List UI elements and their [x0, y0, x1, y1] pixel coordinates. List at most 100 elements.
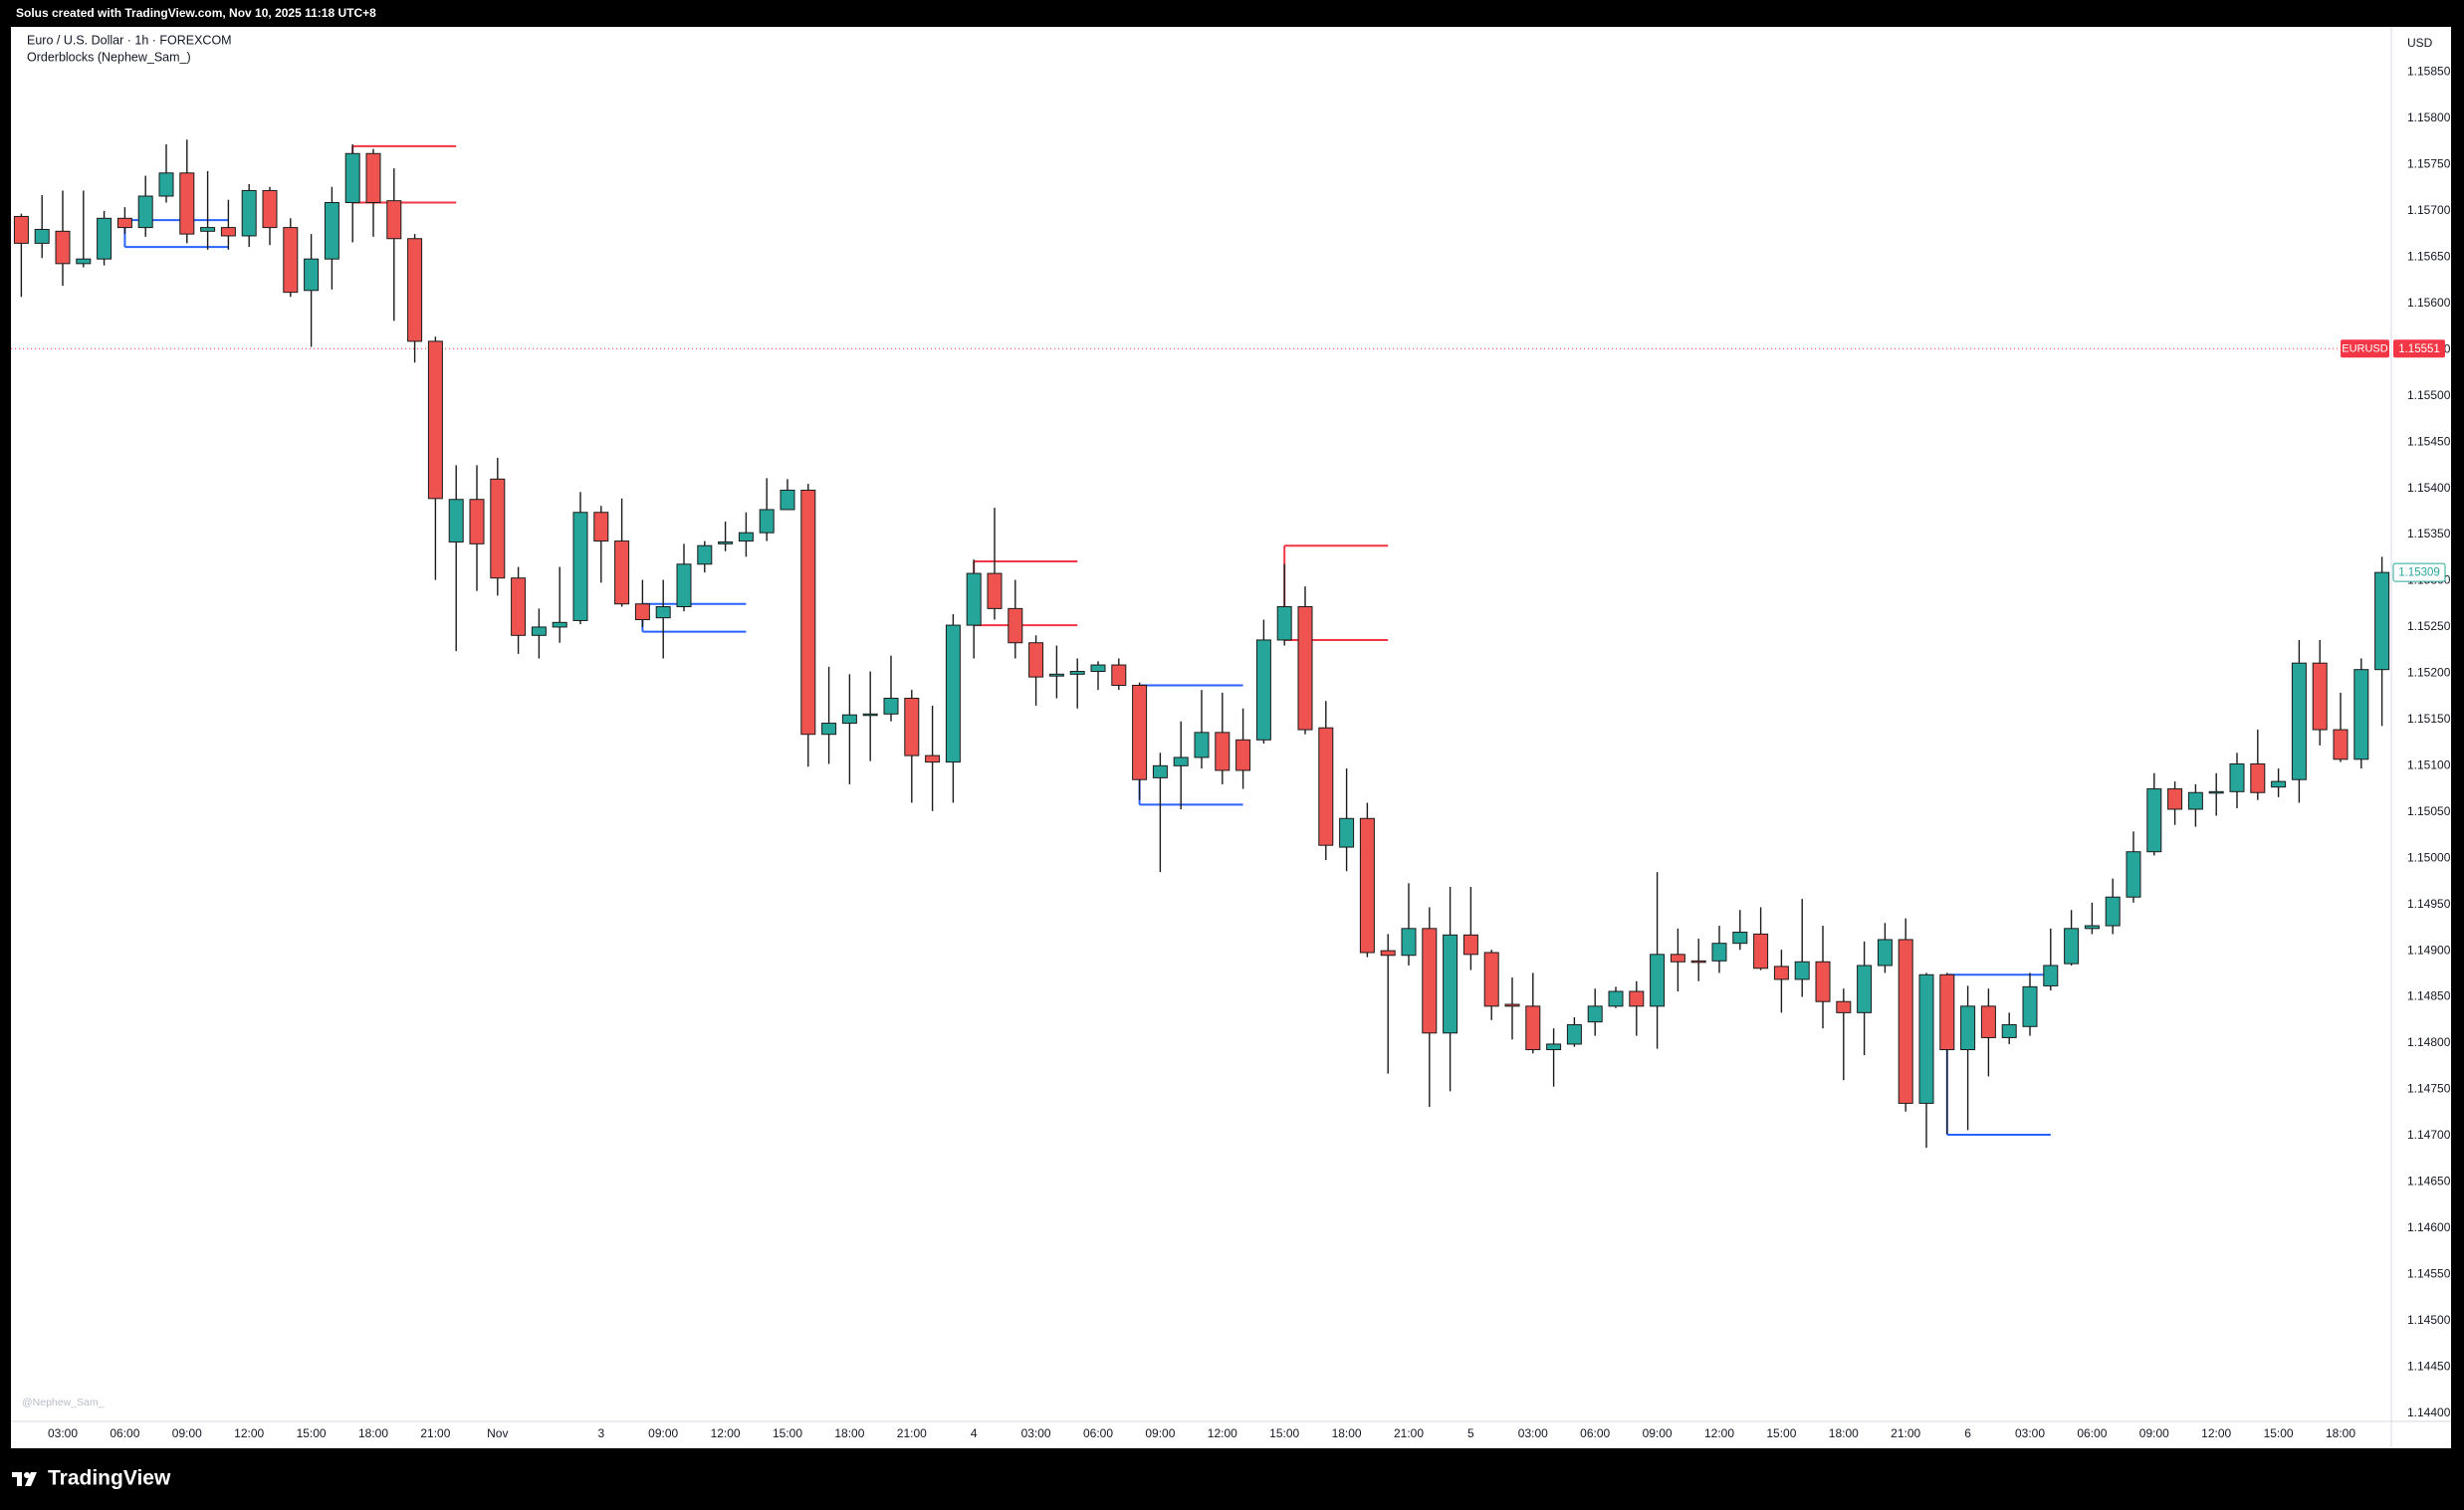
candle-body	[800, 489, 816, 736]
x-tick-label: 12:00	[711, 1426, 741, 1440]
x-tick-label: 3	[597, 1426, 604, 1440]
x-tick-label: 06:00	[1580, 1426, 1610, 1440]
y-tick-label: 1.14700	[2407, 1128, 2451, 1142]
x-tick-label: 09:00	[1145, 1426, 1175, 1440]
x-tick-label: 18:00	[2326, 1426, 2355, 1440]
x-tick-label: 06:00	[1083, 1426, 1113, 1440]
x-tick-label: 03:00	[1021, 1426, 1051, 1440]
candle-body	[655, 606, 671, 619]
x-tick-label: 12:00	[234, 1426, 264, 1440]
candle-body	[697, 544, 713, 565]
candle-body	[1960, 1005, 1976, 1051]
y-tick-label: 1.14400	[2407, 1405, 2451, 1419]
currency-label: USD	[2407, 36, 2433, 50]
candle-body	[324, 202, 339, 260]
y-tick-label: 1.14650	[2407, 1175, 2451, 1188]
candle-body	[1629, 990, 1645, 1007]
candle-body	[137, 195, 153, 229]
watermark: @Nephew_Sam_	[22, 1397, 105, 1408]
candle-body	[1422, 928, 1438, 1034]
x-tick-label: 5	[1467, 1426, 1474, 1440]
x-tick-label: 15:00	[2264, 1426, 2294, 1440]
candle-body	[1443, 934, 1458, 1034]
candle-body	[304, 258, 320, 292]
y-tick-label: 1.15700	[2407, 203, 2451, 217]
y-tick-label: 1.14800	[2407, 1035, 2451, 1049]
candle-body	[883, 697, 899, 715]
x-tick-label: 21:00	[420, 1426, 450, 1440]
candle-body	[344, 152, 360, 204]
candle-body	[1877, 939, 1893, 967]
candle-body	[1111, 664, 1127, 686]
x-tick-label: 06:00	[110, 1426, 139, 1440]
candle-body	[1380, 950, 1396, 957]
x-tick-label: 12:00	[1704, 1426, 1734, 1440]
candle-body	[780, 489, 795, 511]
candle-body	[1650, 954, 1666, 1007]
candle-body	[116, 217, 132, 229]
y-tick-label: 1.14750	[2407, 1082, 2451, 1096]
candle-body	[34, 228, 50, 244]
x-tick-label: 09:00	[2139, 1426, 2169, 1440]
candle-body	[1276, 606, 1292, 641]
candle-body	[614, 540, 630, 605]
candle-body	[1152, 764, 1168, 778]
candle-body	[945, 624, 961, 763]
candle-body	[1401, 928, 1417, 957]
x-tick-label: 09:00	[172, 1426, 202, 1440]
candle-body	[738, 532, 754, 542]
candle-body	[1753, 933, 1769, 970]
candle-body	[2271, 780, 2287, 788]
candle-body	[572, 512, 588, 621]
y-tick-label: 1.14600	[2407, 1220, 2451, 1234]
x-tick-label: 18:00	[834, 1426, 864, 1440]
candle-body	[1732, 932, 1748, 945]
x-tick-label: 12:00	[2201, 1426, 2231, 1440]
marker-price-label-bg	[2392, 562, 2446, 582]
candle-body	[676, 563, 692, 608]
y-tick-label: 1.15250	[2407, 619, 2451, 633]
brand: TradingView	[48, 1467, 171, 1490]
candle-body	[1173, 756, 1189, 766]
x-tick-label: 03:00	[48, 1426, 78, 1440]
x-tick-label: 15:00	[1269, 1426, 1299, 1440]
candle-body	[1235, 739, 1251, 771]
x-tick-label: 21:00	[1394, 1426, 1424, 1440]
candle-body	[76, 258, 92, 265]
x-tick-label: 18:00	[1829, 1426, 1859, 1440]
x-tick-label: 09:00	[1643, 1426, 1673, 1440]
candle-body	[2208, 790, 2224, 794]
candle-body	[2105, 896, 2121, 927]
last-price-label-bg	[2393, 339, 2445, 358]
candle-body	[1898, 939, 1913, 1104]
y-tick-label: 1.14450	[2407, 1359, 2451, 1373]
x-tick-label: 03:00	[2015, 1426, 2045, 1440]
y-tick-label: 1.15450	[2407, 434, 2451, 448]
candle-body	[634, 603, 650, 621]
candle-body	[407, 238, 423, 342]
last-price-label: 1.15551	[2398, 343, 2440, 355]
x-tick-label: Nov	[487, 1426, 508, 1440]
candle-body	[1546, 1043, 1562, 1051]
candle-body	[1132, 684, 1148, 780]
x-tick-label: 4	[971, 1426, 978, 1440]
candle-body	[1980, 1005, 1996, 1038]
candle-body	[1297, 606, 1313, 731]
candle-body	[862, 713, 878, 717]
candle-body	[2064, 928, 2080, 965]
y-tick-label: 1.15050	[2407, 804, 2451, 818]
indicator-name: Orderblocks (Nephew_Sam_)	[27, 50, 191, 64]
candle-body	[1194, 732, 1210, 758]
y-tick-label: 1.15650	[2407, 250, 2451, 264]
candle-body	[2043, 965, 2059, 986]
candle-body	[2312, 662, 2328, 731]
logo	[12, 1472, 37, 1486]
candle-body	[1608, 990, 1624, 1007]
y-tick-label: 1.14550	[2407, 1266, 2451, 1280]
candle-body	[2126, 851, 2141, 898]
candle-body	[593, 512, 609, 542]
candle-body	[2001, 1023, 2017, 1038]
candle-body	[2291, 662, 2307, 780]
candle-body	[1090, 664, 1106, 673]
